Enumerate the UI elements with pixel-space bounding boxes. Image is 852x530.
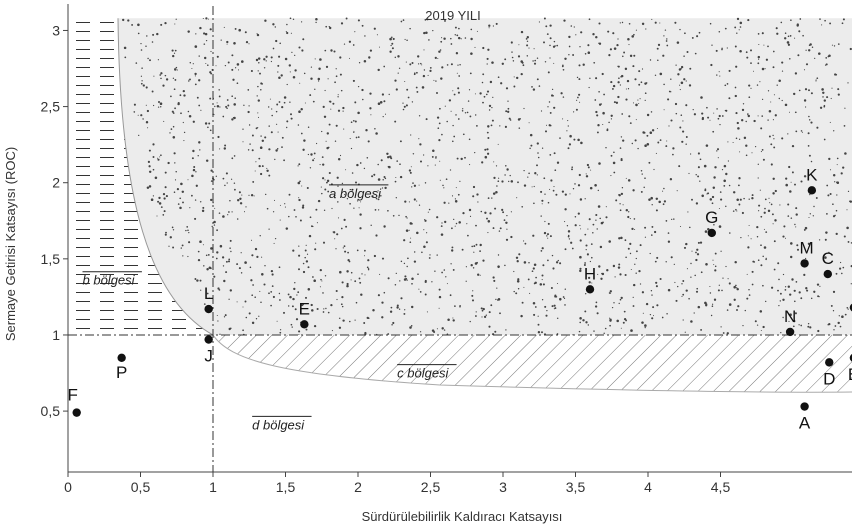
point-P [117, 354, 125, 362]
point-label-K: K [806, 165, 818, 184]
point-label-H: H [584, 264, 596, 283]
point-label-D: D [823, 369, 835, 388]
point-L [204, 305, 212, 313]
region-label-a: a bölgesi [329, 185, 388, 201]
x-tick-label: 2,5 [421, 479, 441, 495]
chart-title: 2019 YILI [425, 8, 480, 23]
y-tick-label: 3 [52, 22, 60, 38]
point-F [73, 408, 81, 416]
region-label-text: d bölgesi [252, 417, 305, 432]
y-tick-label: 0,5 [41, 403, 61, 419]
point-G [708, 229, 716, 237]
point-M [800, 259, 808, 267]
y-axis-label: Sermaye Getirisi Katsayısı (ROC) [3, 147, 18, 341]
point-label-J: J [204, 347, 213, 366]
point-D [825, 358, 833, 366]
x-tick-label: 4,5 [711, 479, 731, 495]
point-label-B: B [848, 365, 852, 384]
region-label-c: c bölgesi [397, 365, 456, 381]
point-label-E: E [299, 299, 310, 318]
y-tick-label: 2,5 [41, 99, 61, 115]
point-E [300, 320, 308, 328]
point-C [824, 270, 832, 278]
region-label-text: b bölgesi [83, 273, 136, 288]
point-A [800, 402, 808, 410]
point-J [204, 335, 212, 343]
point-label-P: P [116, 363, 127, 382]
point-K [808, 186, 816, 194]
y-tick-label: 2 [52, 175, 60, 191]
region-label-b: b bölgesi [83, 272, 142, 288]
region-label-text: c bölgesi [397, 366, 449, 381]
point-label-C: C [822, 249, 834, 268]
x-tick-label: 3,5 [566, 479, 586, 495]
region-label-text: a bölgesi [329, 186, 382, 201]
x-tick-label: 3 [499, 479, 507, 495]
point-label-L: L [204, 284, 213, 303]
point-N [786, 328, 794, 336]
point-label-A: A [799, 414, 811, 433]
y-tick-label: 1 [52, 327, 60, 343]
x-tick-label: 0,5 [131, 479, 151, 495]
point-label-M: M [800, 238, 814, 257]
region-c-fill [213, 335, 852, 392]
point-label-F: F [68, 386, 78, 405]
y-tick-label: 1,5 [41, 251, 61, 267]
point-label-G: G [705, 208, 718, 227]
point-label-N: N [784, 307, 796, 326]
x-tick-label: 4 [644, 479, 652, 495]
region-a-fill [118, 18, 852, 335]
point-H [586, 285, 594, 293]
x-tick-label: 1 [209, 479, 217, 495]
x-tick-label: 0 [64, 479, 72, 495]
x-axis-label: Sürdürülebilirlik Kaldıracı Katsayısı [362, 509, 563, 524]
region-label-d: d bölgesi [252, 416, 311, 432]
regions-layer [68, 17, 852, 392]
x-tick-label: 1,5 [276, 479, 296, 495]
x-tick-label: 2 [354, 479, 362, 495]
